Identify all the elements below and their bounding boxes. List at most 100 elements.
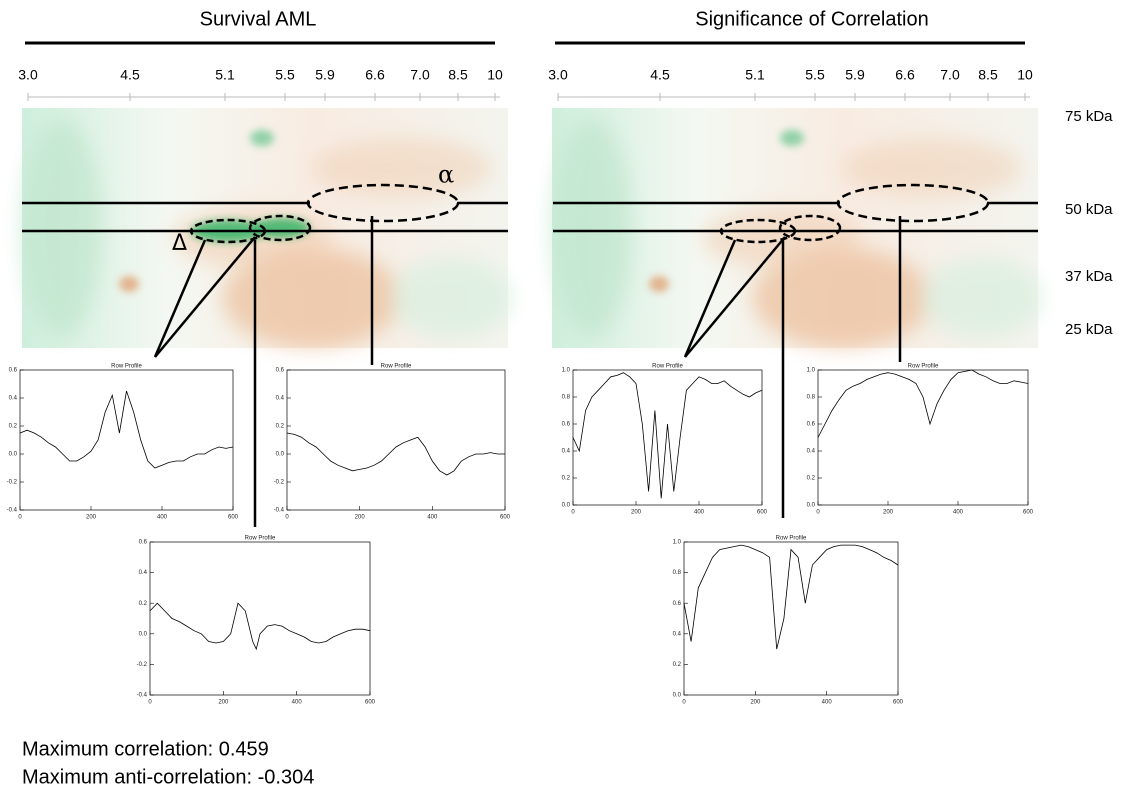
profile-title: Row Profile <box>776 536 807 542</box>
y-tick-label: 0.4 <box>139 570 148 576</box>
y-tick-label: 0.6 <box>673 601 682 607</box>
y-tick-label: 0.2 <box>139 601 148 607</box>
profile-line <box>19 390 234 469</box>
y-tick-label: -0.2 <box>7 480 18 486</box>
x-tick-label: 600 <box>500 515 511 521</box>
x-tick-label: 600 <box>228 515 239 521</box>
x-tick-label: 400 <box>694 510 705 516</box>
profile-line <box>817 369 1029 438</box>
spot-label: α <box>438 161 454 189</box>
x-tick-label: 600 <box>893 700 904 706</box>
y-tick-label: 0.6 <box>139 540 148 546</box>
y-tick-label: 0.8 <box>807 395 816 401</box>
x-tick-label: 0 <box>18 515 22 521</box>
y-tick-label: 0.4 <box>276 396 285 402</box>
y-tick-label: 0.6 <box>807 422 816 428</box>
mw-label: 75 kDa <box>1065 108 1113 125</box>
pi-label: 8.5 <box>978 67 998 83</box>
pi-label: 5.5 <box>275 67 295 83</box>
plot-frame <box>817 369 1029 506</box>
y-tick-label: -0.4 <box>137 693 148 699</box>
y-tick-label: 0.2 <box>673 662 682 668</box>
y-tick-label: 0.6 <box>9 368 18 374</box>
pi-label: 6.6 <box>365 67 385 83</box>
y-tick-label: -0.2 <box>137 662 148 668</box>
y-tick-label: 0.0 <box>807 503 816 509</box>
mw-label: 25 kDa <box>1065 321 1113 338</box>
y-tick-label: 0.2 <box>807 476 816 482</box>
x-tick-label: 0 <box>285 515 289 521</box>
panel-title: Significance of Correlation <box>695 8 928 30</box>
x-tick-label: 200 <box>750 700 761 706</box>
x-tick-label: 400 <box>427 515 438 521</box>
profile-line <box>572 372 763 499</box>
x-tick-label: 600 <box>365 700 376 706</box>
mw-label: 50 kDa <box>1065 201 1113 218</box>
y-tick-label: 0.4 <box>562 449 571 455</box>
pi-label: 7.0 <box>410 67 430 83</box>
plot-frame <box>286 369 506 511</box>
y-tick-label: 0.8 <box>562 395 571 401</box>
row-profile: Row Profile 0.0 0.2 0.4 0.6 0.8 1.0 0 200 400 600 <box>673 536 904 706</box>
row-profile: Row Profile 0.0 0.2 0.4 0.6 0.8 1.0 0 200 400 600 <box>807 364 1034 516</box>
row-profile: Row Profile -0.4 -0.2 0.0 0.2 0.4 0.6 0 200 400 60… <box>274 364 511 521</box>
x-tick-label: 600 <box>1023 510 1034 516</box>
profile-title: Row Profile <box>652 364 683 370</box>
y-tick-label: 0.6 <box>276 368 285 374</box>
pi-label: 8.5 <box>448 67 468 83</box>
plot-frame <box>683 541 899 696</box>
left-panel: Survival AML α Δ <box>22 8 512 527</box>
overlay <box>22 183 508 527</box>
y-tick-label: -0.4 <box>7 508 18 514</box>
profile-title: Row Profile <box>908 364 939 370</box>
x-tick-label: 0 <box>148 700 152 706</box>
x-tick-label: 0 <box>682 700 686 706</box>
footer-line: Maximum anti-correlation: -0.304 <box>22 766 314 788</box>
profile-line <box>286 432 505 476</box>
x-tick-label: 400 <box>822 700 833 706</box>
pi-label: 7.0 <box>940 67 960 83</box>
x-tick-label: 200 <box>883 510 894 516</box>
x-tick-label: 0 <box>571 510 575 516</box>
x-tick-label: 400 <box>953 510 964 516</box>
profile-title: Row Profile <box>381 364 412 370</box>
row-profile: Row Profile -0.4 -0.2 0.0 0.2 0.4 0.6 0 200 400 60… <box>7 364 239 521</box>
y-tick-label: 0.0 <box>562 503 571 509</box>
x-tick-label: 200 <box>355 515 366 521</box>
pi-label: 5.5 <box>805 67 825 83</box>
x-tick-label: 200 <box>86 515 97 521</box>
pi-label: 4.5 <box>650 67 670 83</box>
y-tick-label: -0.4 <box>274 508 285 514</box>
pi-label: 3.0 <box>548 67 568 83</box>
y-tick-label: 0.8 <box>673 570 682 576</box>
x-tick-label: 0 <box>816 510 820 516</box>
y-tick-label: -0.2 <box>274 480 285 486</box>
right-panel: Significance of Correlation <box>552 8 1042 518</box>
profile-title: Row Profile <box>245 536 276 542</box>
y-tick-label: 0.2 <box>9 424 18 430</box>
x-tick-label: 600 <box>757 510 768 516</box>
x-tick-label: 400 <box>157 515 168 521</box>
pi-label: 5.9 <box>315 67 335 83</box>
y-tick-label: 0.4 <box>807 449 816 455</box>
y-tick-label: 0.0 <box>276 452 285 458</box>
row-profile: Row Profile -0.4 -0.2 0.0 0.2 0.4 0.6 0 200 400 60… <box>137 536 376 706</box>
plot-frame <box>572 369 763 506</box>
y-tick-label: 1.0 <box>673 540 682 546</box>
pi-label: 6.6 <box>895 67 915 83</box>
profile-title: Row Profile <box>111 364 142 370</box>
x-tick-label: 200 <box>631 510 642 516</box>
y-tick-label: 0.2 <box>562 476 571 482</box>
plot-frame <box>149 541 371 696</box>
plot-frame <box>19 369 234 511</box>
overlay <box>553 183 1038 518</box>
panel-title: Survival AML <box>200 8 317 30</box>
pi-label: 5.9 <box>845 67 865 83</box>
mw-label: 37 kDa <box>1065 268 1113 285</box>
y-tick-label: 0.4 <box>9 396 18 402</box>
pi-label: 4.5 <box>120 67 140 83</box>
pi-label: 3.0 <box>18 67 38 83</box>
y-tick-label: 0.6 <box>562 422 571 428</box>
pi-label: 5.1 <box>745 67 765 83</box>
